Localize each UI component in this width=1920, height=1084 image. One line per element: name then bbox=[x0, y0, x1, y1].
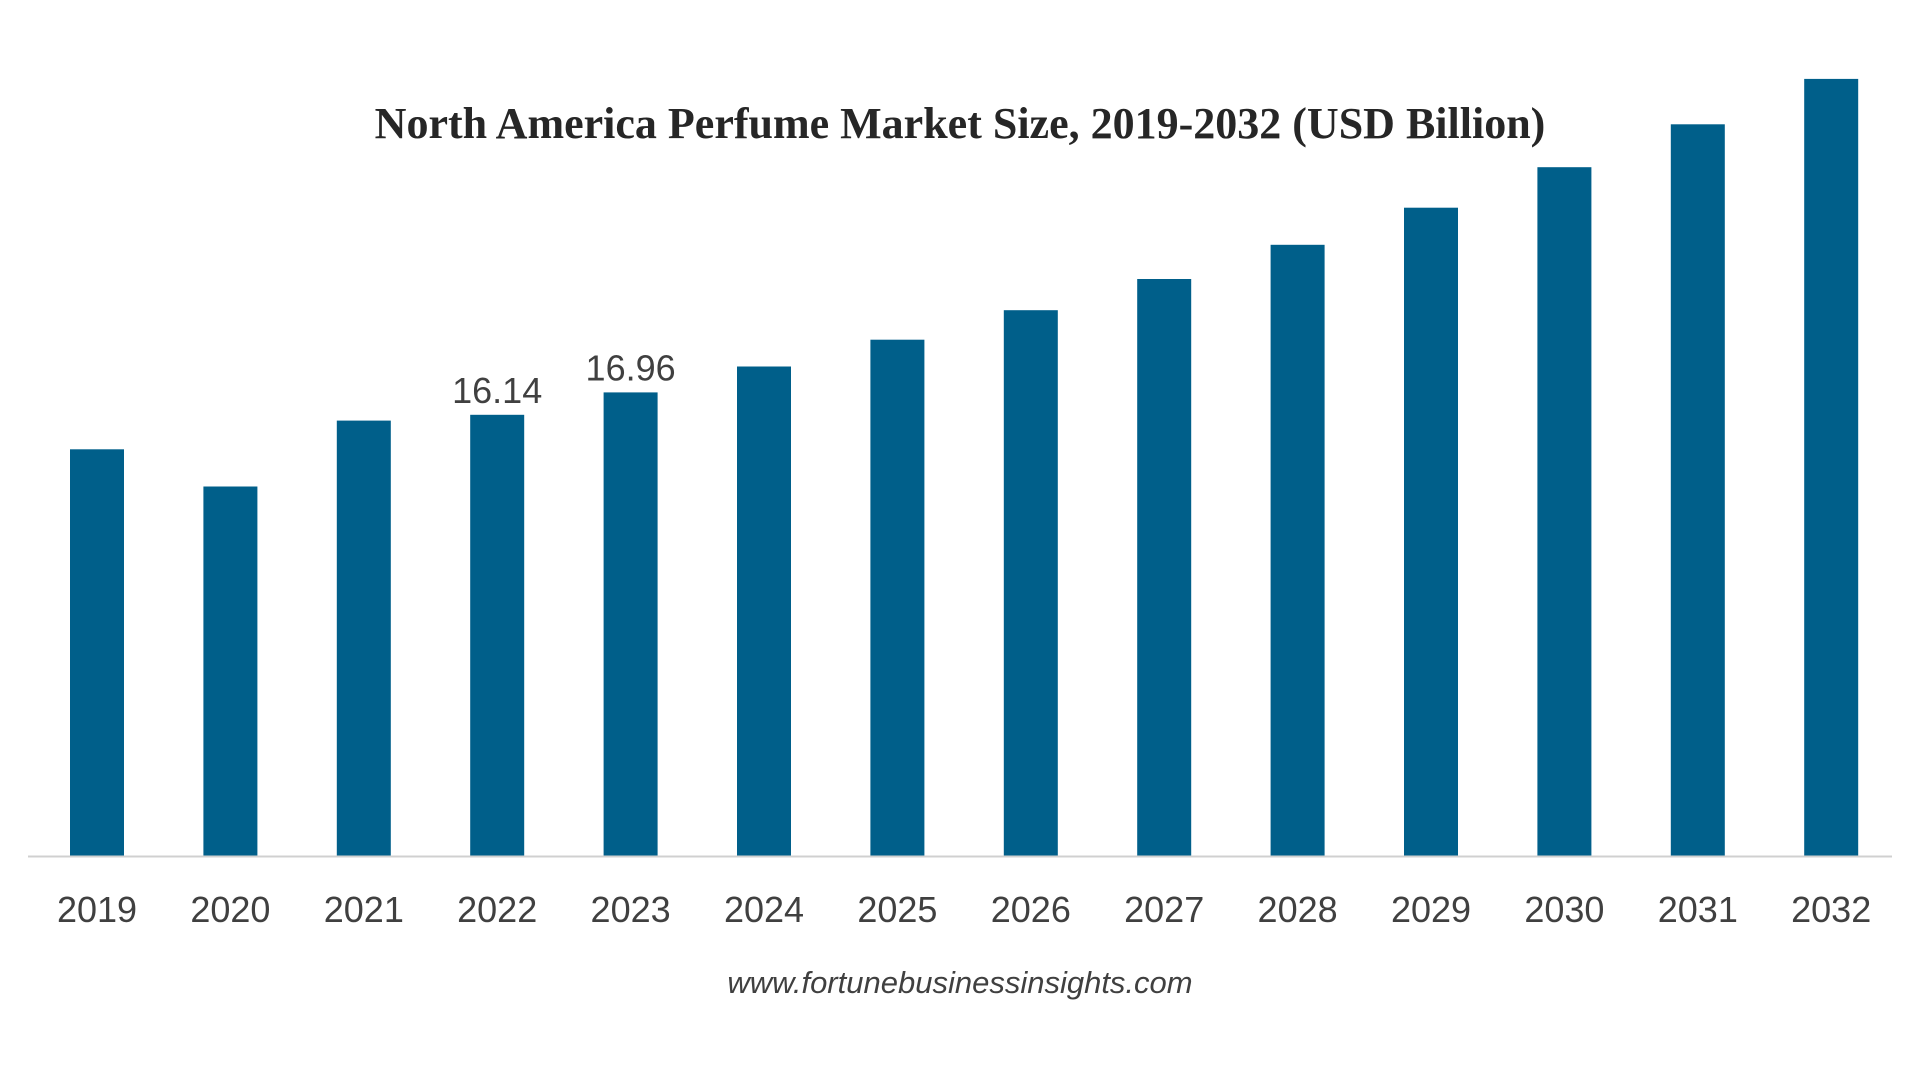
bar-2032 bbox=[1804, 78, 1859, 856]
x-tick-label-2028: 2028 bbox=[1258, 889, 1338, 930]
x-tick-label-2021: 2021 bbox=[324, 889, 404, 930]
x-tick-label-2025: 2025 bbox=[857, 889, 937, 930]
bar-2020 bbox=[203, 486, 258, 856]
data-labels: 16.14 16.96 bbox=[452, 347, 675, 410]
bar-2030 bbox=[1537, 167, 1592, 856]
bar-2027 bbox=[1137, 279, 1192, 856]
x-tick-label-2030: 2030 bbox=[1524, 889, 1604, 930]
bar-2023 bbox=[603, 392, 658, 856]
chart-title: North America Perfume Market Size, 2019-… bbox=[375, 99, 1546, 148]
data-label-2022: 16.14 bbox=[452, 370, 542, 411]
x-tick-label-2024: 2024 bbox=[724, 889, 804, 930]
bar-2029 bbox=[1404, 207, 1458, 856]
x-tick-label-2031: 2031 bbox=[1658, 889, 1738, 930]
x-tick-label-2026: 2026 bbox=[991, 889, 1071, 930]
x-tick-label-2023: 2023 bbox=[591, 889, 671, 930]
bar-2022 bbox=[470, 414, 525, 856]
bar-2026 bbox=[1003, 310, 1058, 856]
x-tick-label-2022: 2022 bbox=[457, 889, 537, 930]
bar-2024 bbox=[737, 366, 791, 856]
x-tick-label-2029: 2029 bbox=[1391, 889, 1471, 930]
bar-2028 bbox=[1270, 244, 1325, 857]
x-tick-label-2032: 2032 bbox=[1791, 889, 1871, 930]
bar-2025 bbox=[870, 339, 925, 856]
data-label-2023: 16.96 bbox=[586, 347, 676, 388]
x-tick-label-2027: 2027 bbox=[1124, 889, 1204, 930]
x-tick-label-2020: 2020 bbox=[190, 889, 270, 930]
bars-group bbox=[70, 78, 1859, 857]
bar-2021 bbox=[336, 420, 391, 856]
bar-2019 bbox=[70, 449, 124, 856]
x-tick-label-2019: 2019 bbox=[57, 889, 137, 930]
x-tick-labels: 2019 2020 2021 2022 2023 2024 2025 2026 2027 2028… bbox=[57, 889, 1871, 930]
bar-2031 bbox=[1670, 124, 1725, 857]
source-url: www.fortunebusinessinsights.com bbox=[727, 965, 1192, 1000]
